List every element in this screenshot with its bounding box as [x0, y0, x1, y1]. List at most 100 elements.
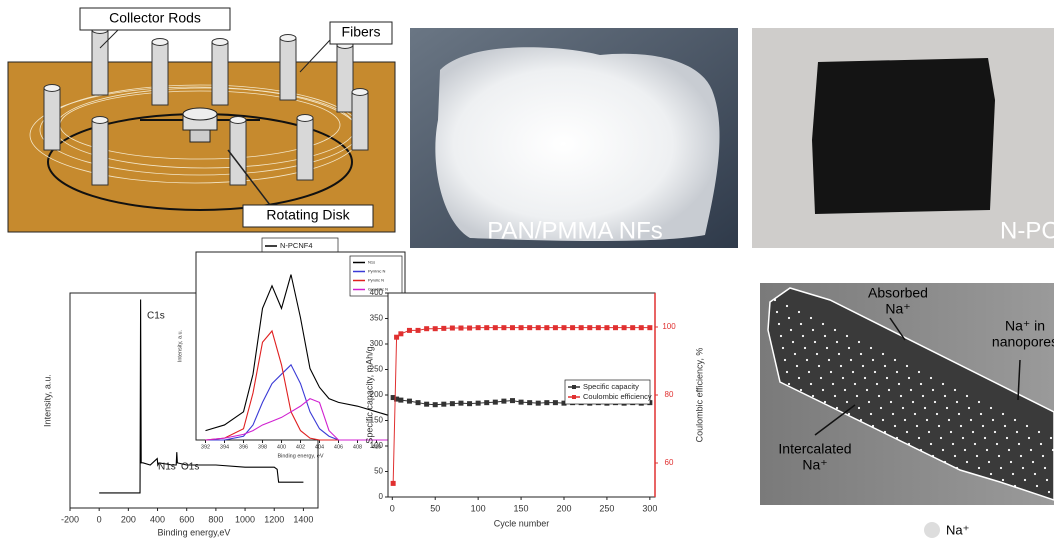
y-axis-label: Specific capacity, mAh/g: [364, 346, 374, 443]
x-axis-label: Binding energy,eV: [158, 527, 231, 537]
marker: [458, 326, 463, 331]
dot: [976, 455, 978, 457]
marker: [536, 401, 541, 406]
dot: [790, 329, 792, 331]
dot: [1016, 431, 1018, 433]
dot: [854, 383, 856, 385]
x-tick-label: 200: [556, 503, 571, 513]
dot: [800, 323, 802, 325]
dot: [832, 383, 834, 385]
dot: [1044, 533, 1046, 535]
dot: [986, 449, 988, 451]
dot: [968, 407, 970, 409]
dot: [998, 455, 1000, 457]
marker: [536, 325, 541, 330]
dot: [824, 401, 826, 403]
rod-top: [352, 89, 368, 96]
dot: [852, 371, 854, 373]
dot: [900, 395, 902, 397]
dot: [908, 377, 910, 379]
legend-label: Coulombic efficiency: [583, 392, 652, 401]
dot: [784, 359, 786, 361]
marker: [484, 400, 489, 405]
dot: [830, 371, 832, 373]
dot: [822, 389, 824, 391]
dot: [1050, 437, 1052, 439]
dot: [978, 401, 980, 403]
dot: [1004, 425, 1006, 427]
marker: [407, 328, 412, 333]
x-tick-label: 400: [150, 514, 165, 524]
annotation: N1s: [158, 462, 176, 473]
dot: [898, 383, 900, 385]
annotation: C1s: [147, 311, 165, 322]
dot: [1020, 455, 1022, 457]
dot: [1040, 443, 1042, 445]
legend-label: Pyrolic N: [368, 278, 384, 283]
marker: [544, 400, 549, 405]
rod: [44, 88, 60, 150]
dot: [982, 425, 984, 427]
dot: [896, 437, 898, 439]
dot: [826, 347, 828, 349]
dot: [842, 377, 844, 379]
dot: [954, 455, 956, 457]
dot: [836, 341, 838, 343]
dot: [966, 395, 968, 397]
dot: [980, 413, 982, 415]
dot: [948, 419, 950, 421]
dot: [872, 425, 874, 427]
y2-tick-label: 60: [665, 458, 674, 467]
diagram-label: Rotating Disk: [266, 207, 350, 223]
dot: [780, 335, 782, 337]
marker: [467, 326, 472, 331]
marker: [398, 331, 403, 336]
dot: [788, 317, 790, 319]
dot: [810, 383, 812, 385]
dot: [926, 419, 928, 421]
dot: [904, 419, 906, 421]
marker: [570, 325, 575, 330]
dot: [938, 425, 940, 427]
marker: [484, 325, 489, 330]
dot: [966, 461, 968, 463]
x-tick-label: -200: [61, 514, 79, 524]
marker: [450, 326, 455, 331]
fiber-mat: [435, 47, 719, 241]
dot: [1020, 521, 1022, 523]
marker: [424, 326, 429, 331]
dot: [844, 389, 846, 391]
dot: [1030, 449, 1032, 451]
tem-label: Absorbed: [868, 285, 928, 301]
x-tick-label: 150: [514, 503, 529, 513]
dot: [954, 389, 956, 391]
x-tick-label: 300: [642, 503, 657, 513]
x-tick-label: 200: [121, 514, 136, 524]
dot: [930, 377, 932, 379]
dot: [786, 371, 788, 373]
tem-label: Na⁺: [885, 301, 910, 317]
marker: [630, 325, 635, 330]
dot: [828, 359, 830, 361]
marker: [441, 402, 446, 407]
dot: [776, 311, 778, 313]
marker: [639, 325, 644, 330]
dot: [1008, 515, 1010, 517]
x-tick-label: 402: [296, 444, 305, 450]
rod-top: [212, 39, 228, 46]
x-tick-label: 408: [353, 444, 362, 450]
dot: [864, 377, 866, 379]
dot: [848, 413, 850, 415]
photo-caption: PAN/PMMA NFs: [487, 217, 663, 244]
legend-label: Specific capacity: [583, 382, 639, 391]
dot: [1024, 479, 1026, 481]
marker: [433, 402, 438, 407]
dot: [990, 473, 992, 475]
dot: [834, 395, 836, 397]
marker: [561, 325, 566, 330]
dot: [1002, 479, 1004, 481]
dot: [794, 353, 796, 355]
dot: [964, 449, 966, 451]
dot: [920, 383, 922, 385]
dot: [942, 383, 944, 385]
